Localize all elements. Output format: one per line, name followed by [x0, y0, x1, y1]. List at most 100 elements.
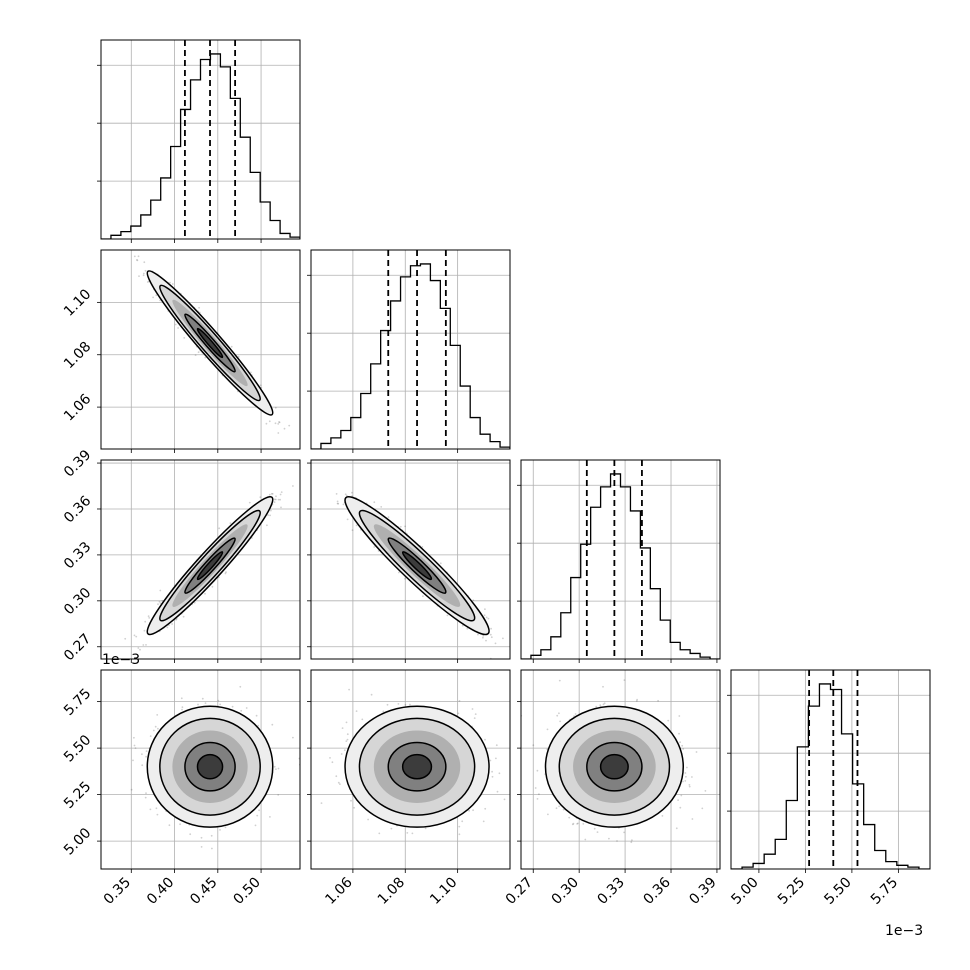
sample-point [155, 294, 158, 297]
sample-point [139, 648, 141, 651]
sample-point [404, 577, 406, 580]
sample-point [337, 502, 340, 505]
sample-point [271, 493, 274, 495]
sample-point [204, 592, 206, 595]
contour-line [184, 313, 236, 373]
histogram-panel-2 [517, 459, 721, 663]
sample-point [144, 620, 147, 623]
sample-point [124, 637, 127, 640]
sample-point [142, 274, 145, 277]
scatter-points [124, 485, 294, 651]
sample-point [466, 627, 469, 630]
sample-point [169, 281, 171, 284]
sample-point [265, 422, 268, 425]
sample-point [145, 644, 147, 646]
sample-point [483, 614, 486, 617]
contour-line [184, 537, 236, 594]
sample-point [115, 236, 117, 238]
sample-point [145, 792, 147, 794]
sample-point [134, 747, 137, 749]
sample-point [183, 337, 186, 339]
panel-frame [100, 459, 301, 660]
density-level [197, 551, 223, 580]
sample-point [346, 518, 349, 521]
sample-point [277, 423, 280, 425]
sample-point [259, 496, 262, 498]
sample-point [224, 572, 227, 575]
sample-point [174, 323, 177, 326]
y-tick-label: 0.39 [61, 447, 94, 480]
sample-point [171, 283, 174, 285]
sample-point [189, 833, 192, 836]
panel-frame [520, 459, 721, 660]
sample-point [490, 636, 493, 639]
sample-point [273, 498, 276, 501]
sample-point [502, 637, 504, 640]
sample-point [275, 495, 277, 498]
sample-point [143, 629, 146, 632]
sample-point [122, 237, 124, 239]
panel-frame [100, 249, 301, 450]
y-tick-label: 0.36 [61, 493, 94, 526]
sample-point [158, 600, 161, 603]
sample-point [147, 615, 150, 618]
sample-point [250, 371, 252, 374]
sample-point [270, 509, 272, 512]
sample-point [461, 624, 464, 627]
sample-point [268, 493, 271, 496]
sample-point [259, 384, 262, 387]
sample-point [439, 562, 442, 565]
sample-point [161, 599, 164, 602]
contour-line [196, 327, 224, 359]
scatter-panel-2-0: 0.270.300.330.360.39 [61, 447, 301, 664]
density-level [402, 551, 432, 580]
sample-point [373, 501, 376, 504]
sample-point [219, 829, 221, 831]
contour-line [196, 551, 224, 581]
histogram-panel-1 [307, 249, 511, 453]
sample-point [237, 355, 240, 358]
sample-point [336, 502, 339, 505]
sample-point [145, 750, 148, 752]
sample-point [274, 498, 277, 501]
sample-point [336, 500, 339, 503]
sample-point [177, 327, 180, 329]
sample-point [399, 525, 402, 528]
sample-point [149, 808, 152, 811]
histogram-step [311, 263, 510, 449]
sample-point [217, 699, 220, 702]
sample-point [230, 345, 233, 348]
y-tick-label: 1.06 [61, 391, 94, 424]
sample-point [277, 432, 280, 434]
contour-line [358, 509, 476, 622]
y-tick-label: 0.27 [61, 631, 94, 664]
sample-point [171, 623, 174, 625]
sample-point [142, 644, 145, 646]
sample-point [135, 635, 138, 638]
sample-point [204, 702, 207, 704]
scatter-points [335, 491, 542, 687]
density-level [197, 328, 223, 358]
sample-point [446, 614, 449, 617]
scatter-panel-3-0: 0.35 0.40 0.45 0.505.005.255.505.75 [61, 669, 301, 908]
sample-point [146, 281, 149, 283]
sample-point [540, 685, 542, 687]
histogram-step [101, 53, 300, 239]
sample-point [279, 493, 282, 496]
sample-point [133, 255, 136, 258]
panel-frame [310, 249, 511, 450]
sample-point [380, 506, 383, 508]
sample-point [136, 259, 138, 261]
sample-point [472, 599, 475, 602]
sample-point [344, 493, 347, 496]
sample-point [166, 626, 169, 629]
sample-point [373, 546, 376, 548]
scatter-panel-2-1 [307, 459, 542, 687]
sample-point [198, 306, 201, 309]
sample-point [211, 585, 214, 588]
sample-point [256, 814, 259, 817]
sample-point [278, 421, 280, 423]
sample-point [204, 356, 207, 359]
sample-point [137, 255, 140, 258]
sample-point [200, 846, 203, 848]
